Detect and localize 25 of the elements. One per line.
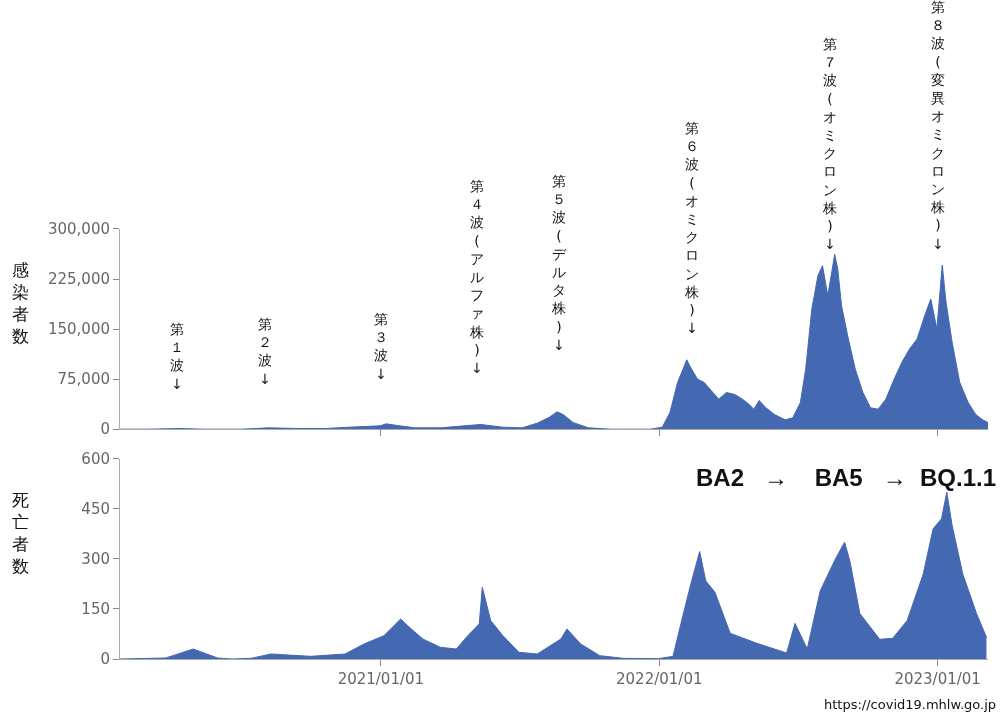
text: 第６波(オミクロン株)↓ [685, 120, 699, 337]
y-axis-title: 感染者数 [12, 260, 29, 347]
text: 第５波(デルタ株)↓ [552, 173, 566, 353]
y-tick-label: 0 [100, 650, 110, 669]
y-tick-label: 75,000 [57, 370, 110, 389]
text: https://covid19.mhlw.go.jp [824, 697, 996, 712]
text: 第８波(変異オミクロン株)↓ [931, 0, 945, 252]
annotation: BA2 → BA5 → BQ.1.1 [696, 464, 997, 491]
x-tick-label: 2021/01/01 [337, 670, 425, 688]
annotation: 第２波↓ [258, 316, 272, 387]
annotation: 第１波↓ [170, 321, 184, 392]
y-tick-label: 300,000 [47, 220, 110, 239]
y-tick-label: 150,000 [47, 320, 110, 339]
x-tick-label: 2022/01/01 [616, 670, 703, 688]
y-tick-label: 600 [81, 450, 110, 469]
text: 第４波(アルファ株)↓ [470, 178, 484, 376]
x-tick-label: 2023/01/01 [894, 670, 981, 688]
y-tick-label: 225,000 [47, 270, 110, 289]
text: 第７波(オミクロン株)↓ [823, 36, 837, 253]
y-tick-label: 0 [100, 420, 110, 439]
y-tick-label: 300 [81, 550, 110, 569]
y-tick-label: 150 [81, 600, 110, 619]
annotation: 第３波↓ [374, 311, 388, 382]
y-axis-title: 死亡者数 [12, 490, 29, 577]
y-tick-label: 450 [81, 500, 110, 519]
